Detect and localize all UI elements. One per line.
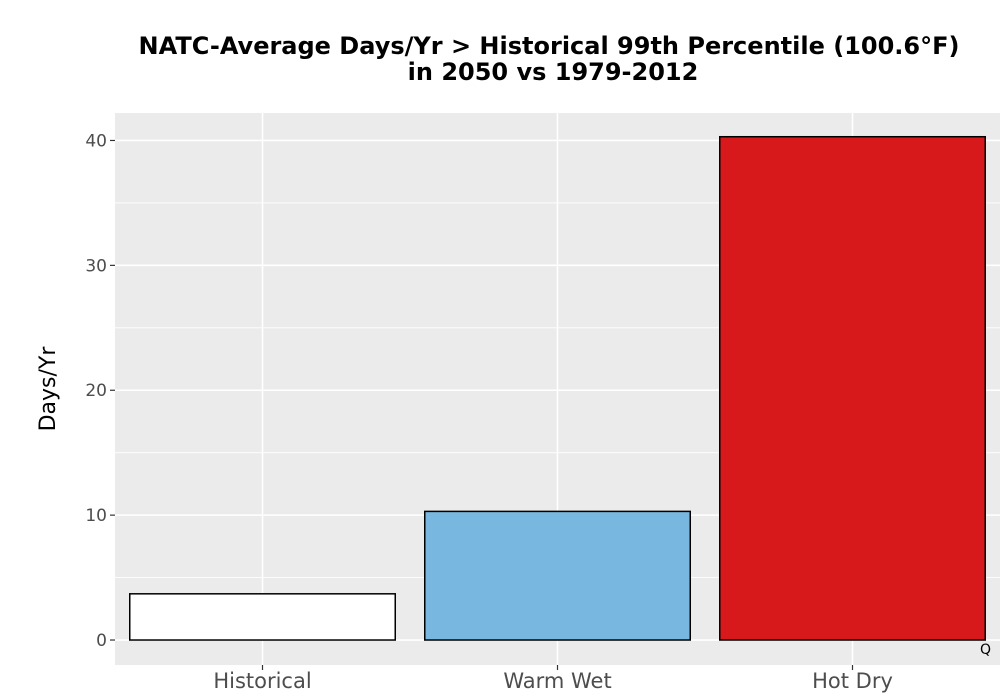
chart-title-line-2: in 2050 vs 1979-2012 <box>408 58 699 86</box>
x-tick-label: Historical <box>213 669 311 693</box>
y-tick-label: 20 <box>85 381 107 401</box>
y-axis-title: Days/Yr <box>36 346 61 432</box>
bar-hot-dry <box>719 135 986 641</box>
y-tick-label: 40 <box>85 131 107 151</box>
corner-mark: Q <box>980 642 991 658</box>
bar-warm-wet <box>424 510 691 641</box>
y-axis-ticks: 0 10 20 30 40 <box>85 131 115 651</box>
y-tick-label: 30 <box>85 256 107 276</box>
chart-title-line-1: NATC-Average Days/Yr > Historical 99th P… <box>139 32 960 60</box>
bar-historical <box>129 593 396 641</box>
bars <box>129 135 986 641</box>
y-tick-label: 0 <box>96 631 107 651</box>
x-axis-ticks: Historical Warm Wet Hot Dry <box>213 665 893 693</box>
x-tick-label: Warm Wet <box>503 669 611 693</box>
y-tick-label: 10 <box>85 506 107 526</box>
x-tick-label: Hot Dry <box>812 669 893 693</box>
